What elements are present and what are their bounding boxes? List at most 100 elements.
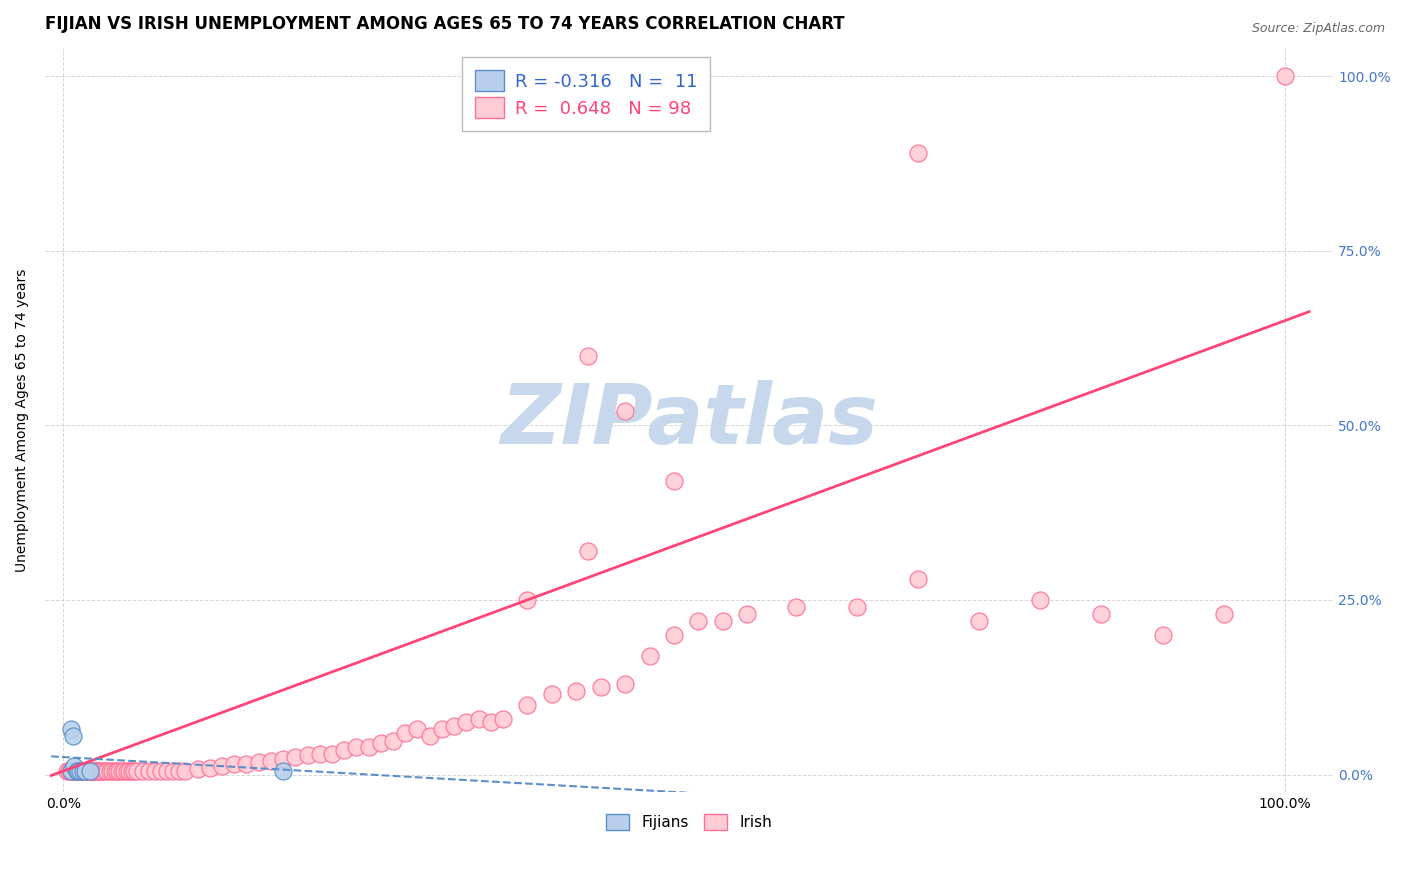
Point bbox=[84, 764, 107, 778]
Point bbox=[118, 764, 141, 778]
Point bbox=[198, 760, 221, 774]
Point bbox=[382, 734, 405, 748]
Point bbox=[578, 544, 600, 558]
Text: FIJIAN VS IRISH UNEMPLOYMENT AMONG AGES 65 TO 74 YEARS CORRELATION CHART: FIJIAN VS IRISH UNEMPLOYMENT AMONG AGES … bbox=[45, 15, 845, 33]
Point bbox=[108, 764, 131, 778]
Point bbox=[59, 764, 82, 778]
Point bbox=[59, 764, 82, 778]
Point bbox=[479, 715, 502, 730]
Point bbox=[84, 764, 107, 778]
Point bbox=[1029, 593, 1052, 607]
Point bbox=[846, 599, 869, 614]
Point bbox=[308, 747, 330, 761]
Point bbox=[76, 764, 98, 778]
Point bbox=[406, 722, 429, 736]
Point bbox=[443, 718, 465, 732]
Point bbox=[101, 764, 124, 778]
Point bbox=[344, 739, 367, 754]
Point bbox=[112, 764, 135, 778]
Point bbox=[565, 683, 588, 698]
Point bbox=[735, 607, 758, 621]
Point bbox=[150, 764, 173, 778]
Point bbox=[589, 680, 612, 694]
Point bbox=[56, 764, 79, 778]
Point bbox=[688, 614, 710, 628]
Point bbox=[77, 764, 100, 778]
Point bbox=[83, 764, 105, 778]
Point bbox=[66, 764, 89, 778]
Point bbox=[1274, 70, 1296, 84]
Point bbox=[94, 764, 117, 778]
Point bbox=[72, 764, 94, 778]
Point bbox=[1090, 607, 1112, 621]
Point bbox=[58, 764, 80, 778]
Point bbox=[122, 764, 145, 778]
Point bbox=[260, 754, 283, 768]
Point bbox=[394, 725, 416, 739]
Point bbox=[79, 764, 101, 778]
Point bbox=[235, 757, 257, 772]
Point bbox=[75, 764, 97, 778]
Point bbox=[969, 614, 991, 628]
Point bbox=[1152, 628, 1174, 642]
Point bbox=[72, 764, 94, 778]
Point bbox=[271, 764, 294, 778]
Point bbox=[785, 599, 807, 614]
Point bbox=[156, 764, 179, 778]
Point bbox=[69, 764, 91, 778]
Point bbox=[297, 747, 319, 762]
Point bbox=[115, 764, 138, 778]
Point bbox=[357, 739, 380, 754]
Point bbox=[86, 764, 108, 778]
Point bbox=[907, 572, 929, 586]
Point bbox=[516, 698, 538, 712]
Point bbox=[76, 764, 98, 778]
Point bbox=[131, 764, 153, 778]
Point bbox=[66, 764, 89, 778]
Point bbox=[67, 764, 90, 778]
Legend: Fijians, Irish: Fijians, Irish bbox=[600, 808, 778, 837]
Point bbox=[284, 750, 307, 764]
Text: ZIPatlas: ZIPatlas bbox=[501, 380, 879, 460]
Point bbox=[614, 404, 637, 418]
Y-axis label: Unemployment Among Ages 65 to 74 years: Unemployment Among Ages 65 to 74 years bbox=[15, 268, 30, 572]
Point bbox=[73, 764, 96, 778]
Point bbox=[419, 729, 441, 743]
Point bbox=[63, 764, 86, 778]
Point bbox=[69, 764, 91, 778]
Point bbox=[63, 759, 86, 773]
Point bbox=[66, 764, 89, 778]
Point bbox=[82, 764, 104, 778]
Point bbox=[492, 712, 515, 726]
Point bbox=[138, 764, 160, 778]
Point bbox=[79, 764, 101, 778]
Point bbox=[66, 764, 89, 778]
Point bbox=[907, 146, 929, 161]
Point bbox=[143, 764, 166, 778]
Point bbox=[333, 743, 356, 757]
Point bbox=[271, 752, 294, 766]
Point bbox=[211, 759, 233, 773]
Point bbox=[662, 475, 685, 489]
Point bbox=[247, 755, 270, 769]
Point bbox=[187, 762, 209, 776]
Point bbox=[467, 712, 489, 726]
Point bbox=[711, 614, 734, 628]
Point bbox=[104, 764, 127, 778]
Point bbox=[578, 349, 600, 363]
Point bbox=[370, 736, 392, 750]
Point bbox=[111, 764, 134, 778]
Point bbox=[456, 715, 478, 730]
Point bbox=[60, 764, 83, 778]
Point bbox=[516, 593, 538, 607]
Point bbox=[125, 764, 148, 778]
Point bbox=[62, 764, 84, 778]
Point bbox=[174, 764, 197, 778]
Point bbox=[321, 747, 343, 761]
Point bbox=[62, 729, 84, 743]
Point bbox=[65, 764, 87, 778]
Text: Source: ZipAtlas.com: Source: ZipAtlas.com bbox=[1251, 22, 1385, 36]
Point bbox=[169, 764, 191, 778]
Point bbox=[80, 764, 103, 778]
Point bbox=[87, 764, 110, 778]
